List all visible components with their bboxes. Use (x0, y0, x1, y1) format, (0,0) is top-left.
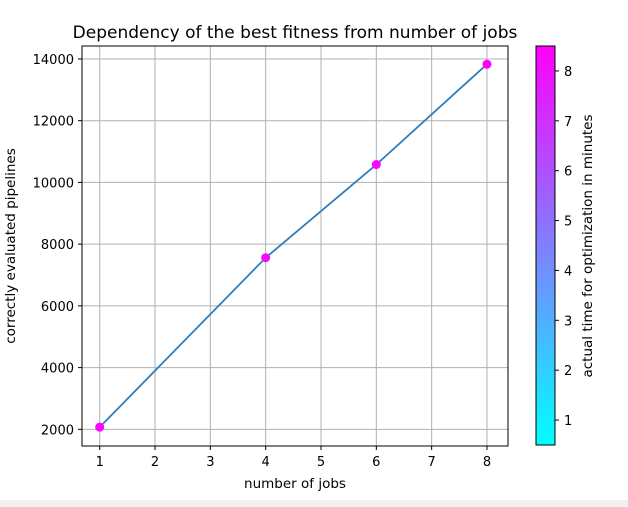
colorbar-tick-label: 1 (564, 414, 572, 429)
colorbar (535, 45, 556, 446)
y-tick-label: 10000 (33, 176, 74, 191)
x-tick-label: 4 (262, 455, 270, 470)
y-axis-label: correctly evaluated pipelines (3, 148, 19, 344)
plot-frame (81, 45, 509, 447)
colorbar-tick-label: 2 (564, 364, 572, 379)
colorbar-tick-label: 3 (564, 314, 572, 329)
chart-title: Dependency of the best fitness from numb… (73, 23, 518, 43)
colorbar-label: actual time for optimization in minutes (580, 114, 596, 377)
data-point (95, 422, 105, 432)
colorbar-tick-label: 8 (564, 65, 572, 80)
y-tick-label: 14000 (33, 53, 74, 68)
y-tick-label: 12000 (33, 115, 74, 130)
x-tick-label: 5 (317, 455, 325, 470)
x-tick-label: 1 (96, 455, 104, 470)
x-axis-ticks: 1 2 3 4 5 6 7 8 (96, 446, 491, 470)
x-tick-label: 3 (206, 455, 214, 470)
colorbar-tick-label: 4 (564, 264, 572, 279)
series-line (99, 63, 488, 428)
y-axis-ticks: 2000 4000 6000 8000 10000 12000 14000 (33, 53, 82, 438)
series-points (95, 59, 492, 432)
x-grid (99, 46, 488, 446)
colorbar-tick-label: 6 (564, 165, 572, 180)
y-tick-label: 6000 (41, 300, 74, 315)
x-tick-label: 6 (372, 455, 380, 470)
x-tick-label: 8 (483, 455, 491, 470)
x-tick-label: 2 (151, 455, 159, 470)
bottom-strip (0, 500, 628, 507)
y-tick-label: 4000 (41, 362, 74, 377)
colorbar-tick-label: 7 (564, 115, 572, 130)
y-tick-label: 8000 (41, 238, 74, 253)
data-point (482, 59, 492, 69)
colorbar-tick-label: 5 (564, 215, 572, 230)
data-point (261, 253, 271, 263)
x-tick-label: 7 (428, 455, 436, 470)
x-axis-label: number of jobs (244, 476, 346, 492)
colorbar-ticks: 1 2 3 4 5 6 7 8 (555, 65, 572, 429)
data-point (371, 160, 381, 170)
y-grid (82, 58, 508, 430)
y-tick-label: 2000 (41, 423, 74, 438)
